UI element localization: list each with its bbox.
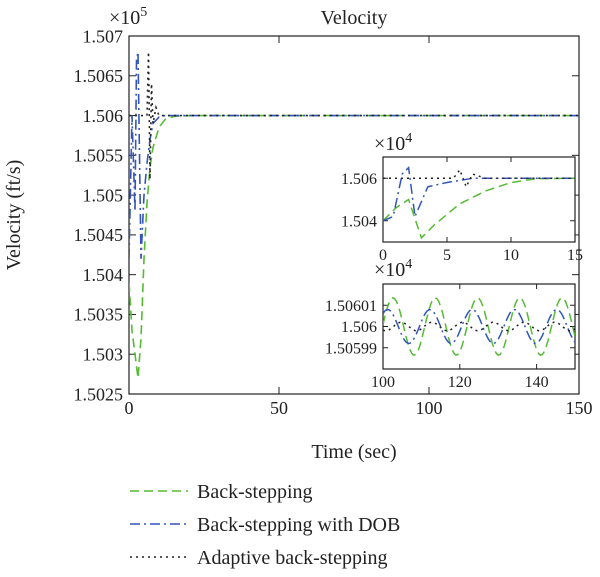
inset-bottom-x-tick-label: 100	[371, 374, 395, 391]
inset-top-exponent-power: 4	[405, 131, 412, 146]
y-axis-label: Velocity (ft/s)	[3, 160, 25, 271]
main-exponent-power: 5	[140, 5, 147, 20]
inset-bottom-exponent-base: ×10	[374, 259, 405, 281]
main-y-tick-label: 1.5045	[74, 225, 124, 245]
inset-bottom-y-tick-label: 1.50599	[325, 340, 377, 357]
x-axis-label: Time (sec)	[311, 441, 396, 463]
inset-top-line-back-stepping-dob	[383, 165, 575, 222]
main-y-tick-label: 1.505	[83, 185, 124, 205]
main-exponent: ×105	[109, 5, 147, 29]
main-y-tick-label: 1.5035	[74, 305, 124, 325]
inset-bottom-exponent-power: 4	[405, 257, 412, 272]
inset-top-frame	[382, 156, 576, 243]
inset-top-x-tick-label: 10	[503, 247, 519, 264]
legend-label-back-stepping-dob: Back-stepping with DOB	[197, 514, 400, 536]
inset-bottom-frame	[382, 283, 576, 370]
inset-bottom-y-tick-label: 1.50601	[325, 298, 377, 315]
inset-bottom-x-tick-label: 120	[448, 374, 472, 391]
inset-top-x-tick-label: 5	[443, 247, 451, 264]
inset-top-y-tick-label: 1.504	[341, 213, 377, 230]
main-y-tick-label: 1.5065	[74, 66, 124, 86]
inset-bottom-plot: 100 120 140 1.50599 1.506 1.50601	[325, 283, 576, 391]
chart-title: Velocity	[321, 7, 388, 29]
inset-top-x-tick-label: 15	[567, 247, 583, 264]
main-y-tick-label: 1.5055	[74, 146, 124, 166]
main-y-tick-label: 1.503	[83, 345, 124, 365]
inset-top-exponent: ×104	[374, 131, 412, 155]
inset-top-plot: 0 5 10 15 1.504 1.506	[341, 156, 583, 264]
legend: Back-stepping Back-stepping with DOB Ada…	[130, 481, 400, 569]
inset-top-exponent-base: ×10	[374, 133, 405, 155]
main-y-tick-label: 1.507	[83, 26, 124, 46]
main-exponent-base: ×10	[109, 7, 140, 29]
inset-top-y-tick-label: 1.506	[341, 171, 377, 188]
main-x-tick-label: 100	[416, 398, 443, 418]
inset-bottom-line-back-stepping	[383, 297, 575, 356]
main-x-tick-label: 150	[566, 398, 593, 418]
inset-bottom-x-tick-label: 140	[525, 374, 549, 391]
inset-bottom-line-back-stepping-dob	[383, 308, 575, 345]
inset-top-line-adaptive-back-stepping	[383, 168, 575, 189]
inset-bottom-y-tick-label: 1.506	[341, 319, 377, 336]
series-line-back-stepping	[129, 114, 579, 379]
main-y-tick-label: 1.506	[83, 106, 124, 126]
legend-label-adaptive: Adaptive back-stepping	[197, 547, 388, 569]
inset-top-x-tick-label: 0	[379, 247, 387, 264]
main-x-tick-label: 50	[270, 398, 288, 418]
inset-bottom-exponent: ×104	[374, 257, 412, 281]
main-x-tick-label: 0	[125, 398, 134, 418]
inset-bottom-line-adaptive-back-stepping	[383, 321, 575, 332]
legend-label-back-stepping: Back-stepping	[197, 481, 313, 503]
main-y-tick-label: 1.5025	[74, 384, 124, 404]
main-y-tick-label: 1.504	[83, 265, 124, 285]
